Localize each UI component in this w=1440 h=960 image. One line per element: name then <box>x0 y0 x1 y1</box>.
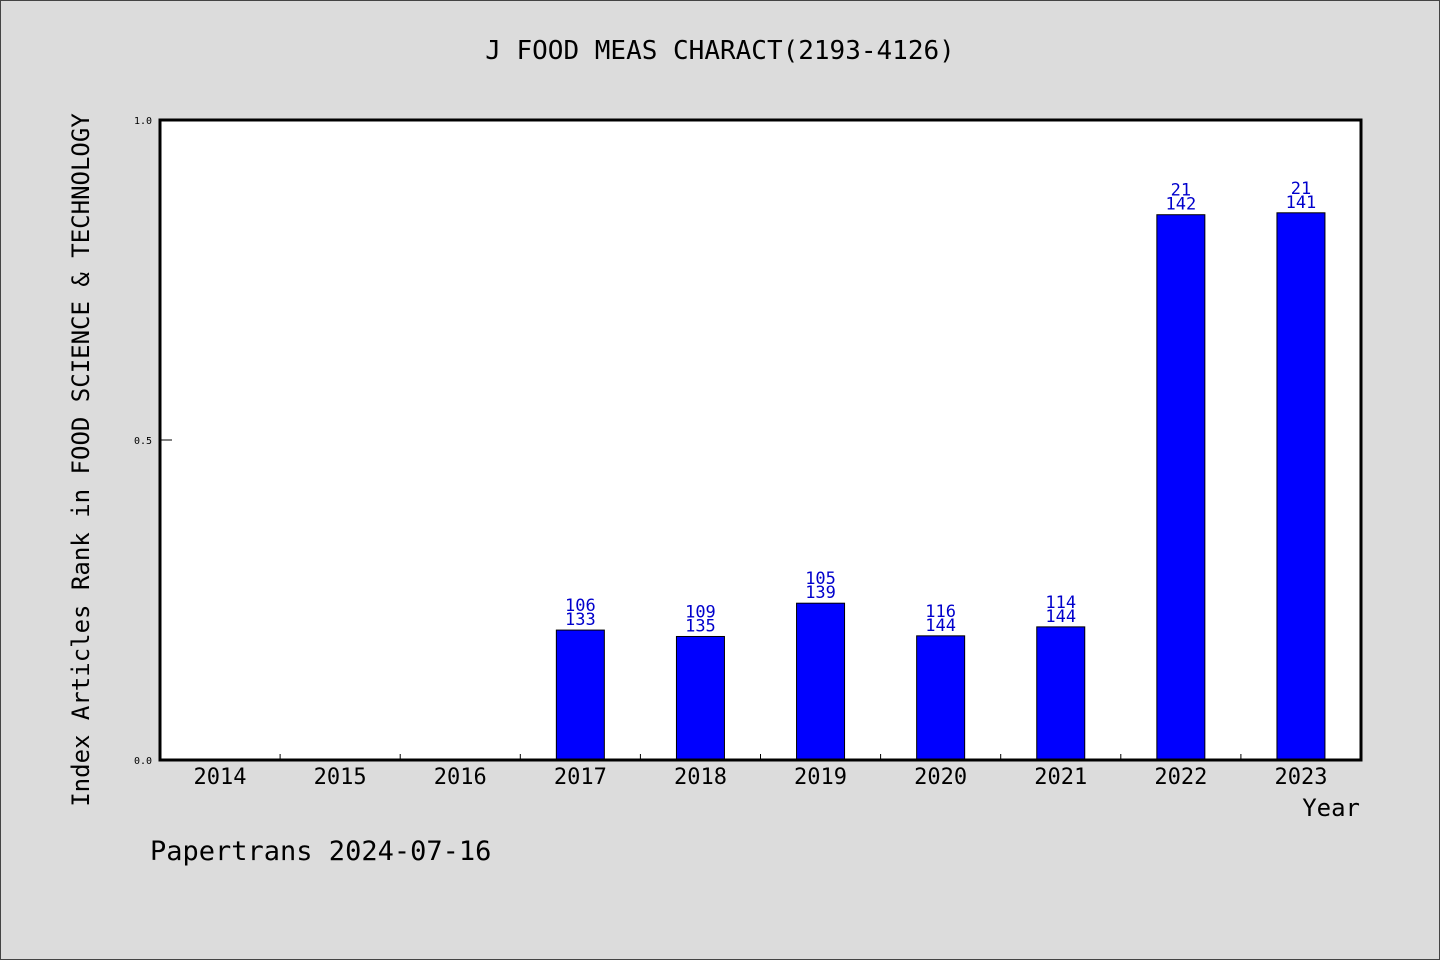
bar-rank-label: 106 <box>565 596 596 616</box>
bar <box>1156 214 1206 761</box>
bar <box>555 629 605 761</box>
y-axis-label: Index Articles Rank in FOOD SCIENCE & TE… <box>67 113 95 807</box>
bar-total-label: 144 <box>925 616 956 636</box>
bar-total-label: 142 <box>1165 195 1196 215</box>
bar <box>916 635 966 761</box>
x-tick-label: 2018 <box>674 765 727 790</box>
x-tick-label: 2021 <box>1034 765 1087 790</box>
bar-total-label: 135 <box>685 616 716 636</box>
x-tick-label: 2019 <box>794 765 847 790</box>
x-tick-label: 2022 <box>1154 765 1207 790</box>
bar-total-label: 133 <box>565 610 596 630</box>
x-tick-label: 2015 <box>314 765 367 790</box>
y-tick-label: 0.0 <box>134 756 152 767</box>
chart-title: J FOOD MEAS CHARACT(2193-4126) <box>485 36 955 66</box>
x-axis-label: Year <box>1302 794 1360 822</box>
x-tick-label: 2020 <box>914 765 967 790</box>
bar-rank-label: 21 <box>1291 179 1311 199</box>
bar-total-label: 139 <box>805 583 836 603</box>
x-tick-label: 2016 <box>434 765 487 790</box>
bar-rank-label: 114 <box>1045 593 1076 613</box>
bar-rank-label: 116 <box>925 602 956 622</box>
bar-rank-label: 21 <box>1171 181 1191 201</box>
y-tick-label: 0.5 <box>134 436 152 447</box>
bar-rank-label: 105 <box>805 569 836 589</box>
y-tick-label: 1.0 <box>134 116 152 127</box>
bar-rank-label: 109 <box>685 602 716 622</box>
bar-total-label: 144 <box>1045 607 1076 627</box>
x-tick-label: 2017 <box>554 765 607 790</box>
plot-border <box>158 118 1363 762</box>
footer-stamp: Papertrans 2024-07-16 <box>150 836 492 867</box>
x-tick-label: 2023 <box>1274 765 1327 790</box>
bar <box>796 602 846 761</box>
bar-total-label: 141 <box>1286 193 1317 213</box>
bar <box>1276 212 1326 761</box>
x-tick-label: 2014 <box>194 765 247 790</box>
bar <box>1036 626 1086 761</box>
bar <box>675 635 725 761</box>
